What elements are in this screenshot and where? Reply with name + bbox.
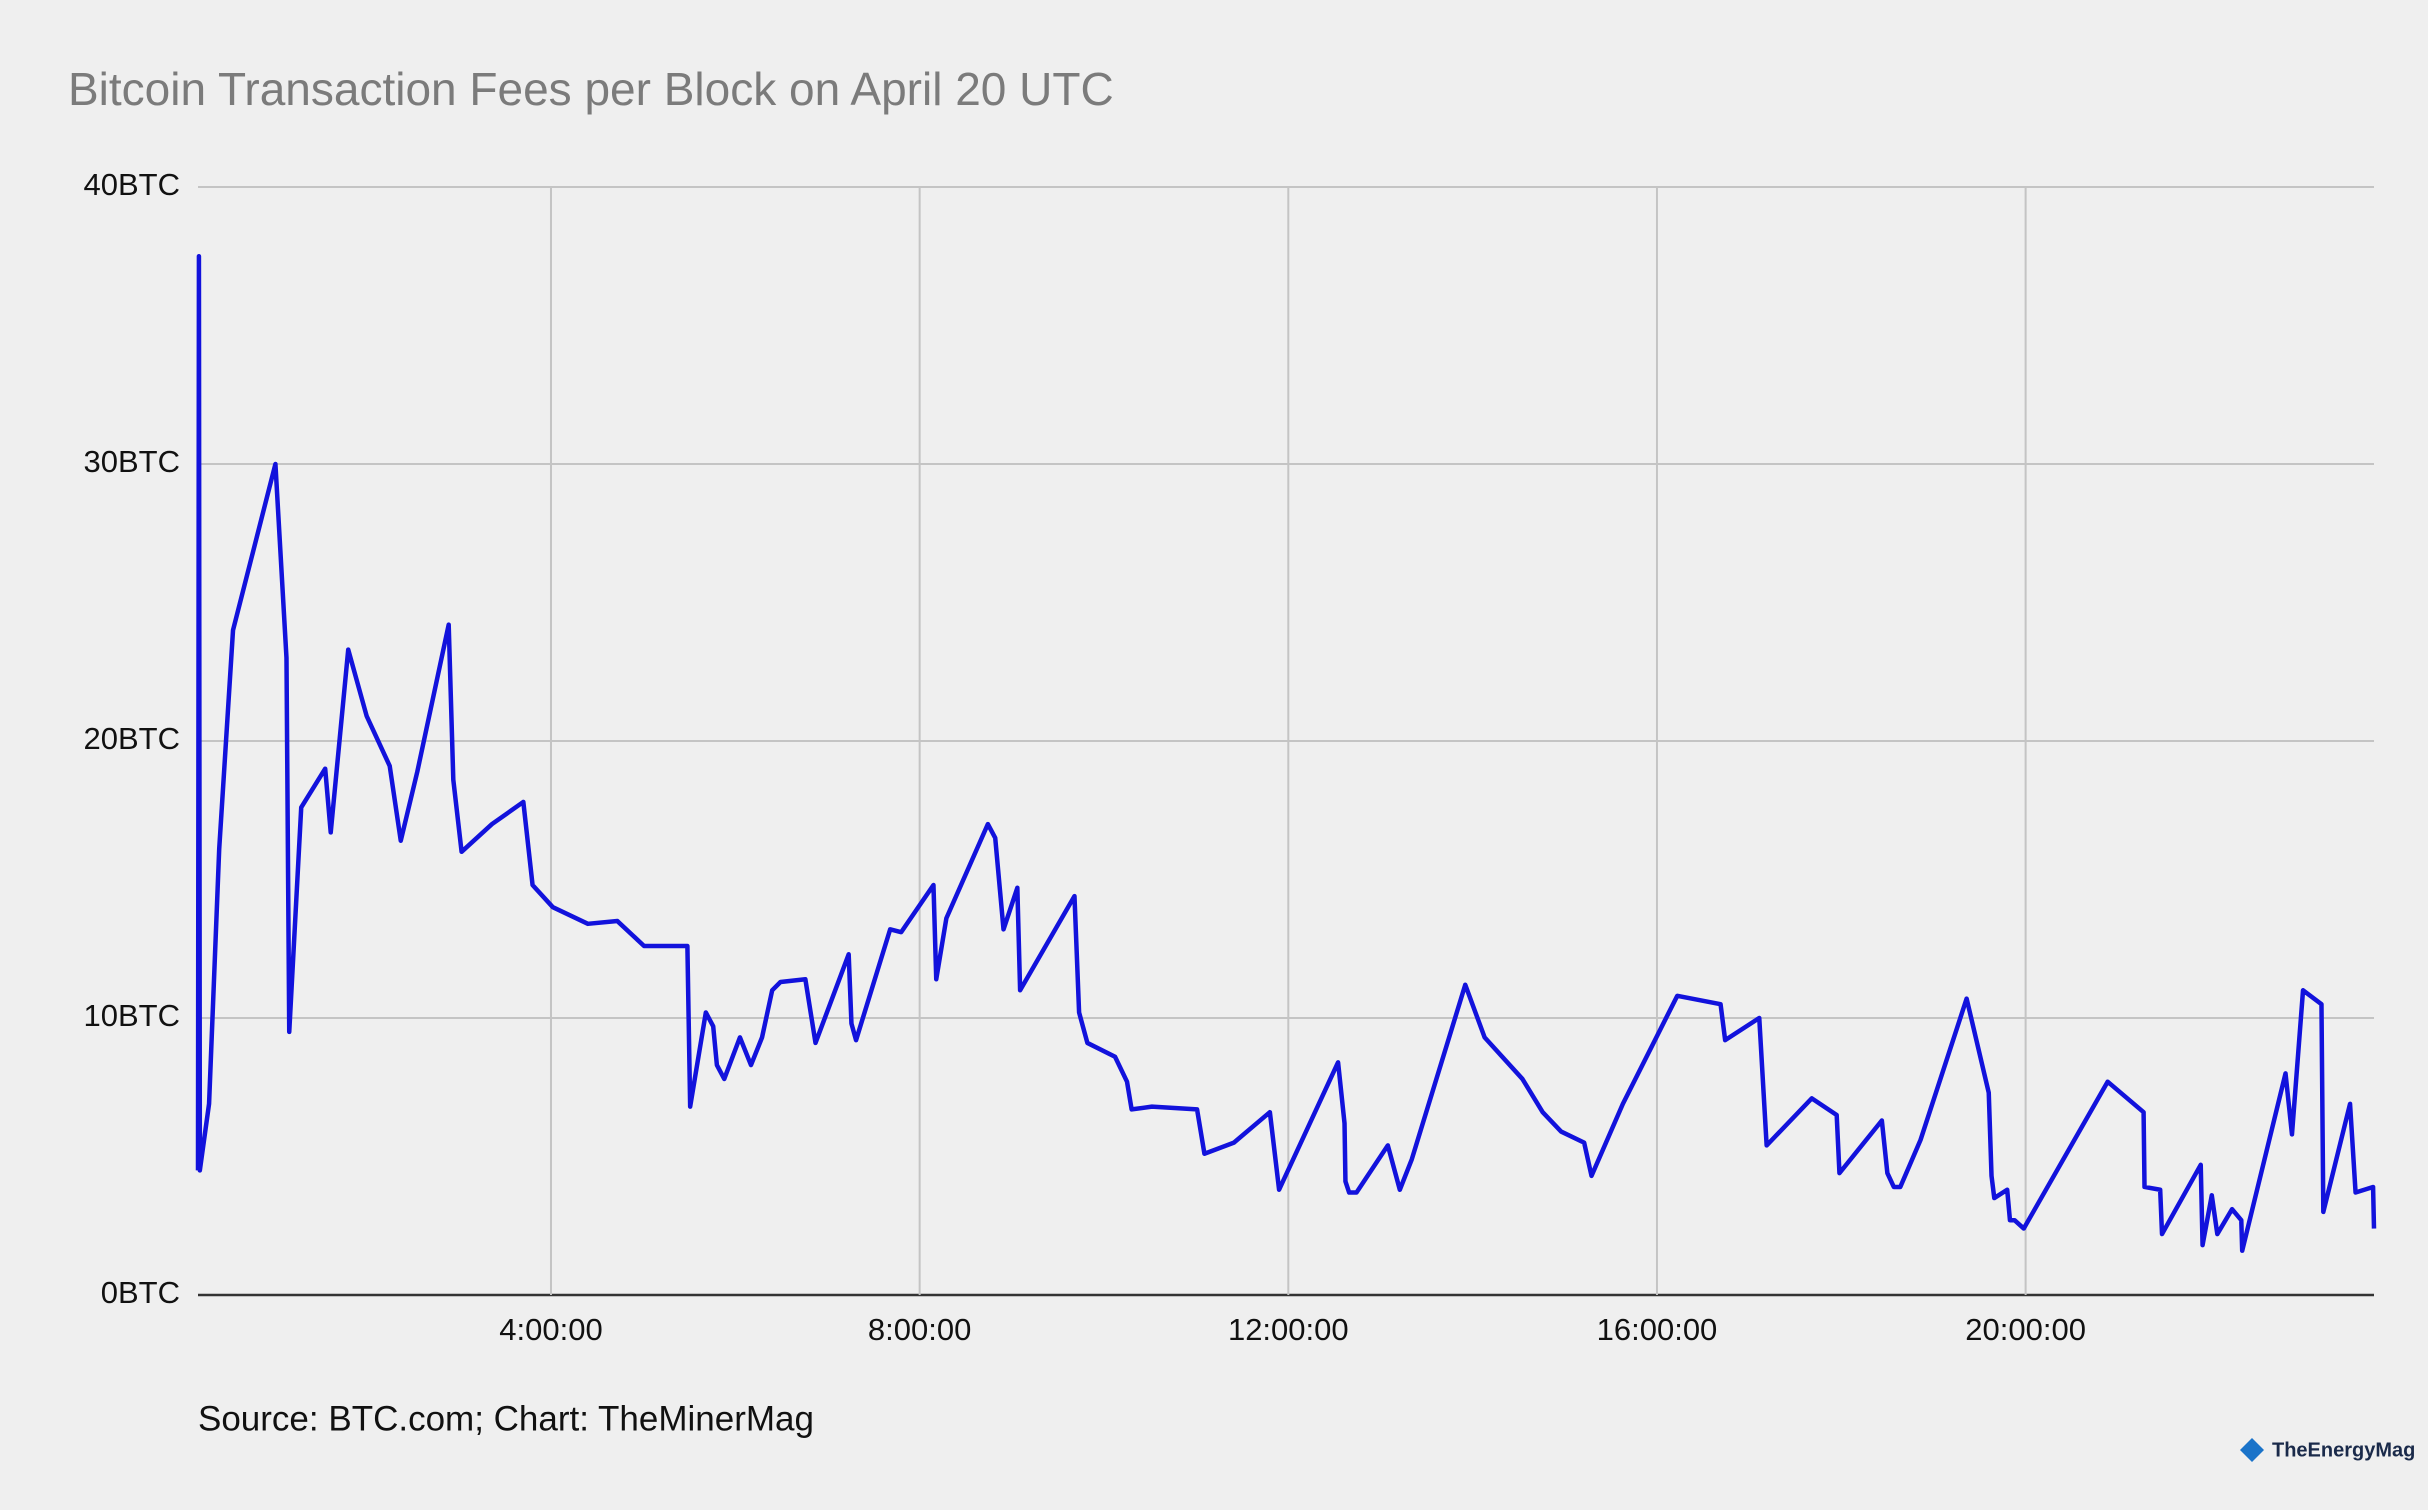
x-tick-label: 16:00:00 — [1597, 1312, 1718, 1347]
logo-icon — [2240, 1438, 2264, 1462]
logo-text: TheEnergyMag — [2272, 1439, 2415, 1461]
y-tick-label: 40BTC — [84, 167, 180, 202]
x-tick-label: 20:00:00 — [1965, 1312, 2086, 1347]
source-note: Source: BTC.com; Chart: TheMinerMag — [198, 1399, 814, 1438]
data-line — [195, 254, 2377, 1253]
y-tick-label: 20BTC — [84, 721, 180, 756]
x-tick-label: 12:00:00 — [1228, 1312, 1349, 1347]
chart-title: Bitcoin Transaction Fees per Block on Ap… — [68, 63, 1114, 115]
y-tick-label: 30BTC — [84, 444, 180, 479]
logo: TheEnergyMag — [2240, 1438, 2415, 1462]
y-tick-label: 0BTC — [101, 1275, 180, 1310]
y-tick-label: 10BTC — [84, 998, 180, 1033]
x-tick-label: 4:00:00 — [499, 1312, 602, 1347]
x-tick-label: 8:00:00 — [868, 1312, 971, 1347]
